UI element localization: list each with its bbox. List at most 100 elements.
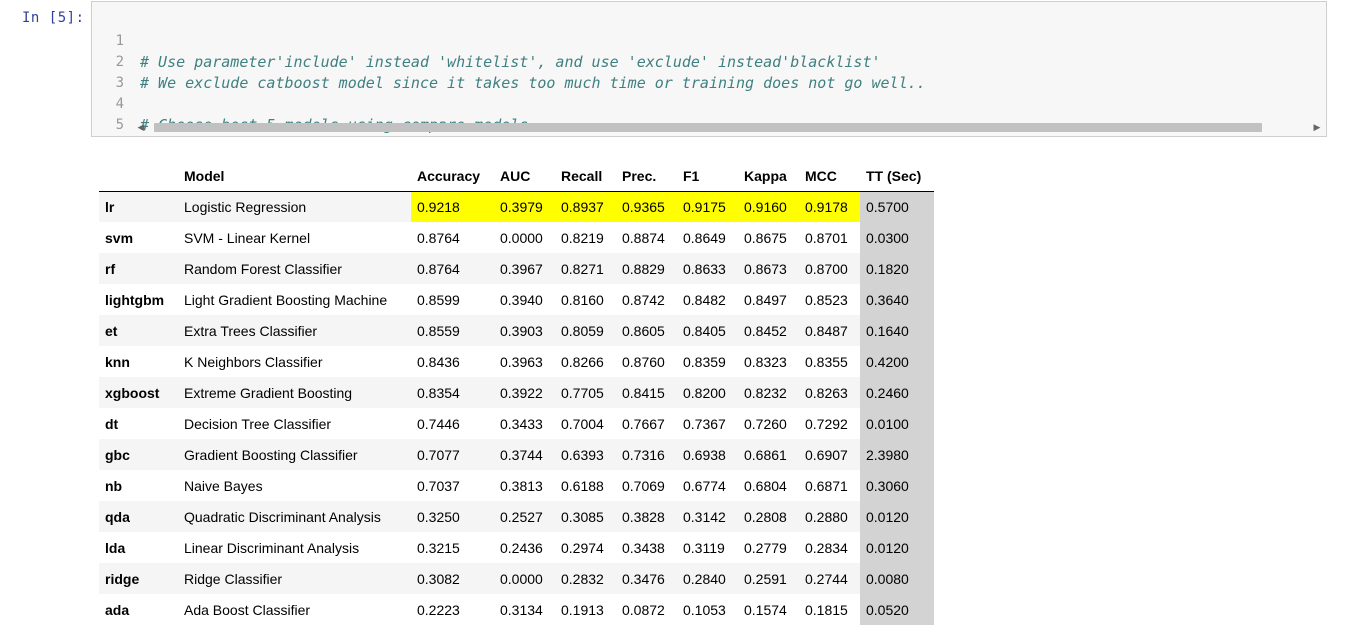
metric-cell: 0.3922 [500,384,543,401]
model-name-cell: Random Forest Classifier [184,260,342,277]
metric-cell: 0.9160 [738,191,799,222]
horizontal-scrollbar[interactable]: ◀ ▶ [134,120,1324,134]
metric-cell: 0.8701 [805,229,848,246]
metric-cell: 0.7069 [622,477,665,494]
metric-cell: 0.8266 [561,353,604,370]
metric-cell: 0.2591 [744,570,787,587]
table-row: svm SVM - Linear Kernel 0.8764 0.0000 0.8219… [99,222,934,253]
code-line: 1 # Use parameter'include' instead 'whit… [92,10,1326,71]
metric-cell: 0.8482 [683,291,726,308]
metric-cell: 0.2808 [744,508,787,525]
metric-cell: 0.2834 [805,539,848,556]
column-header: MCC [799,162,860,192]
metric-cell: 0.8649 [683,229,726,246]
scroll-right-arrow-icon[interactable]: ▶ [1313,122,1321,132]
metric-cell: 0.8673 [744,260,787,277]
metric-cell: 0.3828 [622,508,665,525]
metric-cell: 0.7446 [417,415,460,432]
column-header [99,162,178,192]
column-header: Kappa [738,162,799,192]
metric-cell: 0.3476 [622,570,665,587]
metric-cell: 0.9175 [677,191,738,222]
model-name-cell: Logistic Regression [184,198,307,215]
model-name-cell: SVM - Linear Kernel [184,229,311,246]
metric-cell: 0.3903 [500,322,543,339]
metric-cell: 0.6774 [683,477,726,494]
metric-cell: 0.6871 [805,477,848,494]
results-table: Model Accuracy AUC Recall Prec. F1 Kappa… [99,162,934,625]
metric-cell: 0.3433 [500,415,543,432]
metric-cell: 0.0120 [860,501,934,532]
metric-cell: 0.0080 [860,563,934,594]
row-index: nb [105,477,123,494]
scrollbar-thumb[interactable] [154,123,1262,132]
table-row: gbc Gradient Boosting Classifier 0.7077 0.3… [99,439,934,470]
metric-cell: 0.0300 [860,222,934,253]
metric-cell: 0.8633 [683,260,726,277]
metric-cell: 0.3438 [622,539,665,556]
metric-cell: 0.7037 [417,477,460,494]
metric-cell: 0.6804 [744,477,787,494]
model-name-cell: Linear Discriminant Analysis [184,539,360,556]
table-row: lightgbm Light Gradient Boosting Machine 0… [99,284,934,315]
metric-cell: 0.2460 [860,377,934,408]
metric-cell: 0.6861 [744,446,787,463]
metric-cell: 0.8271 [561,260,604,277]
model-name-cell: Ridge Classifier [184,570,283,587]
model-name-cell: Decision Tree Classifier [184,415,332,432]
model-name-cell: K Neighbors Classifier [184,353,323,370]
metric-cell: 0.8497 [744,291,787,308]
metric-cell: 0.8675 [744,229,787,246]
model-name-cell: Quadratic Discriminant Analysis [184,508,381,525]
column-header: Prec. [616,162,677,192]
metric-cell: 0.8355 [805,353,848,370]
metric-cell: 0.3085 [561,508,604,525]
metric-cell: 0.8523 [805,291,848,308]
table-row: lr Logistic Regression 0.9218 0.3979 0.8937 0… [99,191,934,222]
code-editor[interactable]: 1 # Use parameter'include' instead 'whit… [92,10,1326,134]
metric-cell: 0.2779 [744,539,787,556]
metric-cell: 0.8200 [683,384,726,401]
line-number: 3 [115,75,124,91]
metric-cell: 0.8764 [417,229,460,246]
metric-cell: 0.0100 [860,408,934,439]
column-header: Recall [555,162,616,192]
metric-cell: 0.8487 [805,322,848,339]
column-header: AUC [494,162,555,192]
metric-cell: 0.8359 [683,353,726,370]
row-index: ada [105,601,130,618]
row-index: lda [105,539,126,556]
row-index: xgboost [105,384,160,401]
line-number: 1 [115,33,124,49]
metric-cell: 0.0000 [500,229,543,246]
metric-cell: 0.3940 [500,291,543,308]
line-number: 4 [115,96,124,112]
model-name-cell: Gradient Boosting Classifier [184,446,358,463]
table-row: ridge Ridge Classifier 0.3082 0.0000 0.2832 0… [99,563,934,594]
input-prompt: In [5]: [22,10,85,26]
metric-cell: 0.3744 [500,446,543,463]
metric-cell: 0.3134 [500,601,543,618]
metric-cell: 0.8829 [622,260,665,277]
metric-cell: 0.8232 [744,384,787,401]
metric-cell: 0.3979 [494,191,555,222]
code-cell[interactable]: 1 # Use parameter'include' instead 'whit… [91,1,1327,137]
metric-cell: 0.8559 [417,322,460,339]
metric-cell: 0.3967 [500,260,543,277]
line-number: 2 [115,54,124,70]
column-header: TT (Sec) [860,162,934,192]
table-row: qda Quadratic Discriminant Analysis 0.3250… [99,501,934,532]
line-number: 5 [115,117,124,133]
metric-cell: 0.2840 [683,570,726,587]
metric-cell: 0.2744 [805,570,848,587]
metric-cell: 0.8405 [683,322,726,339]
row-index: rf [105,260,116,277]
metric-cell: 0.0872 [622,601,665,618]
scroll-left-arrow-icon[interactable]: ◀ [137,122,145,132]
table-row: dt Decision Tree Classifier 0.7446 0.3433 0.… [99,408,934,439]
model-name-cell: Ada Boost Classifier [184,601,311,618]
metric-cell: 0.8436 [417,353,460,370]
metric-cell: 0.8764 [417,260,460,277]
model-name-cell: Extra Trees Classifier [184,322,318,339]
